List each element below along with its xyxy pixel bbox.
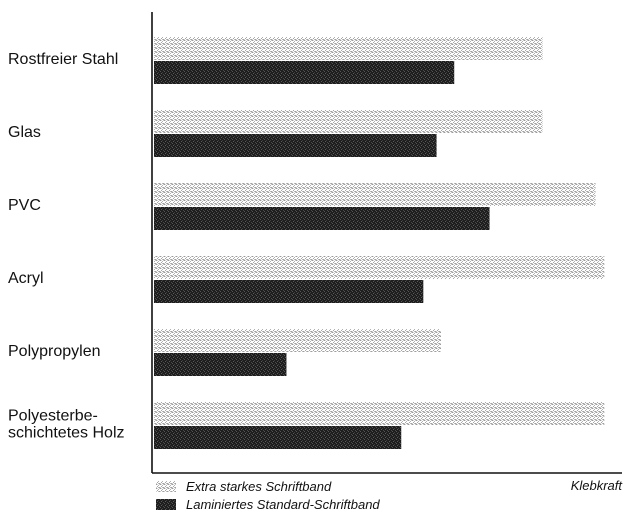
category-label-line: Glas [8, 124, 41, 141]
category-label-line: Polypropylen [8, 343, 101, 360]
category-label-line: schichtetes Holz [8, 425, 125, 442]
category-label-0: Rostfreier Stahl [8, 51, 118, 68]
bar-laminiertes-0 [154, 61, 455, 84]
category-label-4: Polypropylen [8, 343, 101, 360]
legend-label-laminiertes: Laminiertes Standard-Schriftband [186, 497, 380, 512]
category-label-1: Glas [8, 124, 41, 141]
category-label-3: Acryl [8, 270, 44, 287]
bar-laminiertes-2 [154, 207, 490, 230]
bar-extra-starkes-5 [154, 402, 605, 425]
legend-label-extra-starkes: Extra starkes Schriftband [186, 479, 332, 494]
bar-laminiertes-1 [154, 134, 437, 157]
category-labels: Rostfreier Stahl Glas PVC Acryl Polypropylen… [8, 51, 125, 442]
bar-laminiertes-5 [154, 426, 402, 449]
category-label-line: Rostfreier Stahl [8, 51, 118, 68]
category-label-line: Acryl [8, 270, 44, 287]
bar-extra-starkes-2 [154, 183, 596, 206]
bar-extra-starkes-1 [154, 110, 543, 133]
category-label-5: Polyesterbe-schichtetes Holz [8, 408, 125, 442]
bar-extra-starkes-4 [154, 329, 441, 352]
category-label-line: Polyesterbe- [8, 408, 98, 425]
category-label-line: PVC [8, 197, 41, 214]
legend-swatch-laminiertes [156, 499, 176, 510]
category-label-2: PVC [8, 197, 41, 214]
x-axis-label: Klebkraft [571, 478, 624, 493]
bar-extra-starkes-3 [154, 256, 605, 279]
legend: Extra starkes Schriftband Laminiertes St… [156, 479, 380, 512]
bar-extra-starkes-0 [154, 37, 543, 60]
bars-group [154, 37, 605, 449]
legend-swatch-extra-starkes [156, 481, 176, 492]
bar-laminiertes-3 [154, 280, 424, 303]
bar-laminiertes-4 [154, 353, 287, 376]
